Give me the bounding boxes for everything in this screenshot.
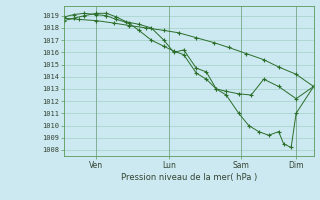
X-axis label: Pression niveau de la mer( hPa ): Pression niveau de la mer( hPa ) [121, 173, 257, 182]
